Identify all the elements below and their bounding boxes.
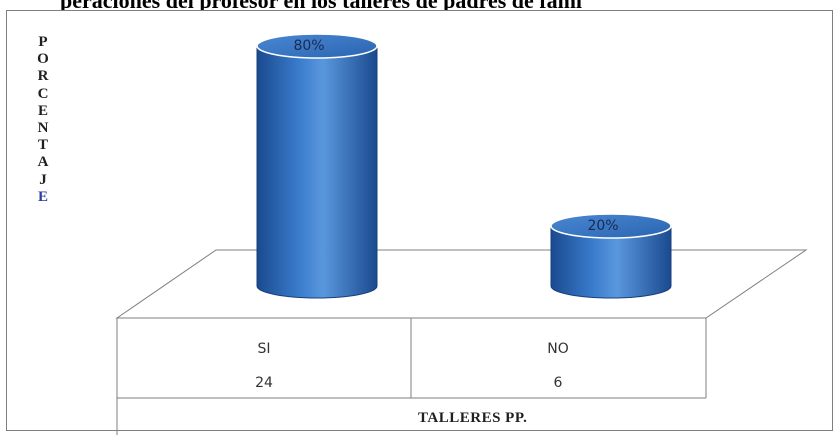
bar-top	[256, 33, 378, 59]
chart-title: peraciones del profesor en los talleres …	[60, 0, 800, 10]
data-label: 20%	[587, 218, 618, 234]
y-axis-letter: E	[37, 188, 48, 205]
y-axis-label: P O R C E N T A J E	[36, 34, 50, 206]
chart-floor	[115, 249, 808, 319]
count-label: 24	[255, 375, 273, 391]
y-axis-letter: P	[38, 34, 48, 50]
y-axis-letter: N	[37, 120, 49, 137]
category-label: NO	[547, 341, 569, 357]
bar-si: 80%	[256, 33, 378, 299]
bar-top	[550, 213, 672, 239]
y-axis-letter: O	[37, 51, 49, 68]
data-label: 80%	[293, 38, 324, 54]
y-axis-letter: C	[37, 85, 49, 102]
chart-frame	[6, 10, 833, 431]
y-axis-letter: R	[37, 68, 49, 85]
bar-no: 20%	[550, 213, 672, 299]
bar-body	[256, 45, 378, 299]
y-axis-letter: E	[37, 102, 48, 119]
y-axis-letter: T	[37, 137, 48, 154]
bar-body	[550, 225, 672, 299]
count-label: 6	[554, 375, 563, 391]
y-axis-letter: A	[37, 154, 49, 171]
data-table	[116, 318, 707, 435]
x-axis-title: TALLERES PP.	[418, 410, 528, 426]
category-label: SI	[257, 341, 270, 357]
y-axis-letter: J	[39, 171, 47, 188]
